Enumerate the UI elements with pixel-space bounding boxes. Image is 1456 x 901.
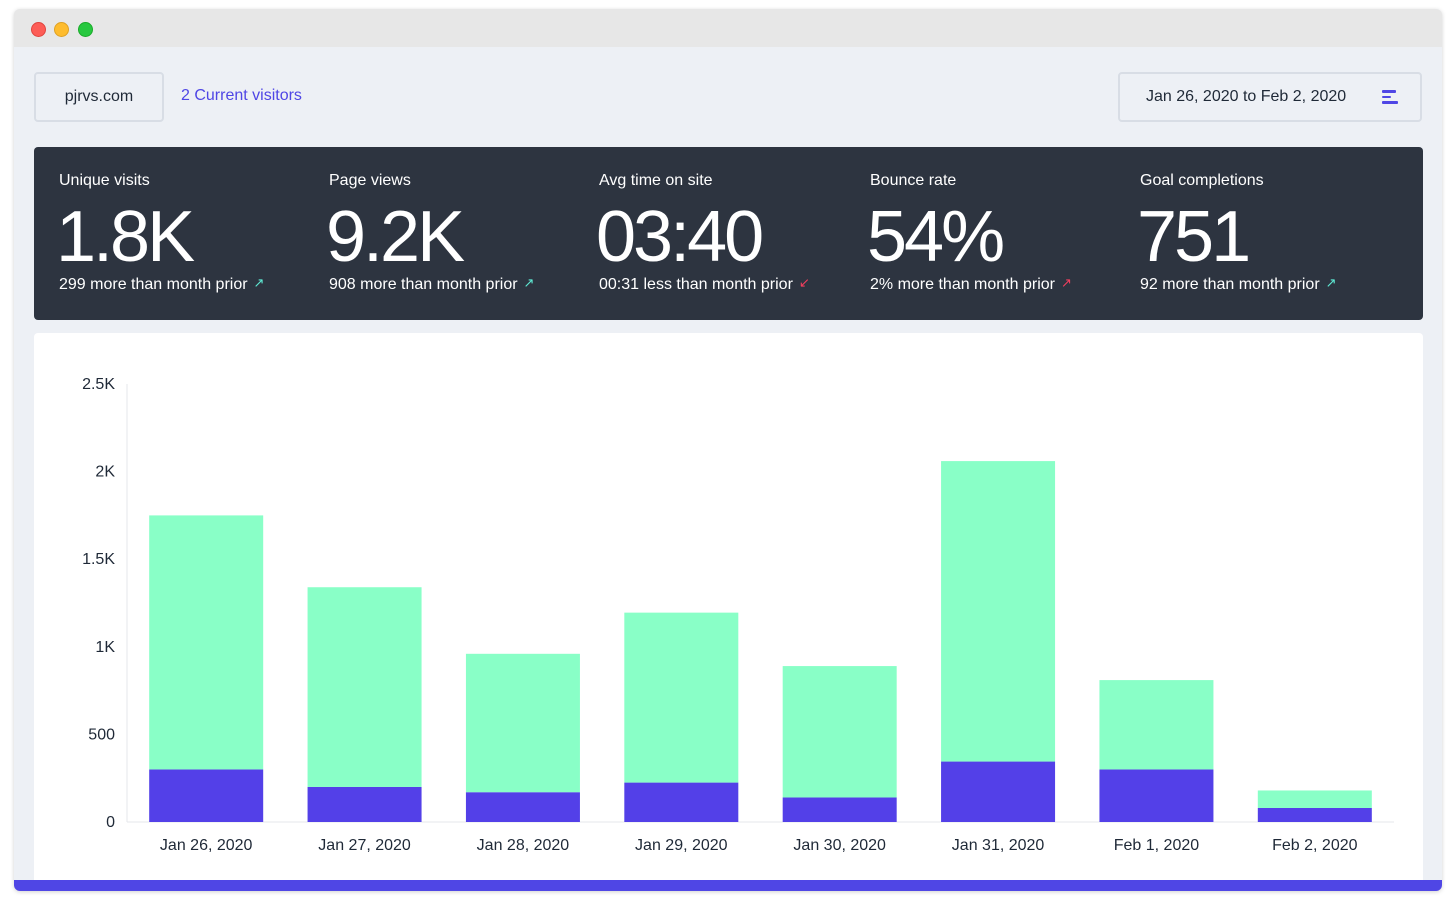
stat-value: 54% [867, 197, 1005, 277]
x-tick-label: Jan 29, 2020 [635, 837, 728, 854]
x-tick-label: Jan 28, 2020 [477, 837, 570, 854]
bar-segment-top [782, 666, 897, 798]
stat-title: Avg time on site [599, 172, 713, 189]
stat-title: Unique visits [59, 172, 150, 189]
x-tick-label: Feb 1, 2020 [1114, 837, 1200, 854]
y-tick-label: 1.5K [82, 551, 115, 568]
stat-title: Page views [329, 172, 411, 189]
stat-change-text: 2% more than month prior [870, 276, 1055, 293]
y-tick-label: 500 [88, 726, 115, 743]
stat-title: Goal completions [1140, 172, 1264, 189]
y-tick-label: 1K [95, 639, 115, 656]
date-range-picker[interactable]: Jan 26, 2020 to Feb 2, 2020 [1118, 72, 1422, 122]
bar-segment-base [1099, 769, 1214, 822]
x-tick-label: Feb 2, 2020 [1272, 837, 1358, 854]
visits-bar-chart: 0 500 1K 1.5K 2K 2.5K Jan 26, 2020 Jan 27, 2020… [82, 376, 1394, 854]
stat-change: 908 more than month prior ↗ [329, 275, 535, 294]
stat-change: 2% more than month prior ↗ [870, 275, 1072, 294]
stat-change: 299 more than month prior ↗ [59, 275, 265, 294]
y-tick-label: 2.5K [82, 376, 115, 393]
stat-bounce-rate: Bounce rate 54% 2% more than month prior… [845, 147, 1105, 320]
stat-value: 1.8K [56, 197, 195, 277]
stat-title: Bounce rate [870, 172, 957, 189]
stat-value: 03:40 [596, 197, 764, 277]
trend-down-icon: ↙ [798, 275, 810, 290]
x-tick-label: Jan 26, 2020 [160, 837, 253, 854]
stat-change-text: 908 more than month prior [329, 276, 518, 293]
menu-lines-icon[interactable] [1382, 90, 1398, 104]
x-tick-label: Jan 31, 2020 [952, 837, 1045, 854]
current-visitors-link[interactable]: 2 Current visitors [181, 87, 302, 104]
bar-segment-base [465, 792, 580, 822]
date-range-label: Jan 26, 2020 to Feb 2, 2020 [1146, 88, 1347, 105]
site-selector-label: pjrvs.com [64, 88, 134, 105]
bar-segment-base [941, 761, 1056, 822]
stat-change: 92 more than month prior ↗ [1140, 275, 1337, 294]
bar-segment-base [782, 797, 897, 822]
trend-up-icon: ↗ [1325, 275, 1337, 290]
stat-page-views: Page views 9.2K 908 more than month prio… [304, 147, 564, 320]
maximize-window-button[interactable] [78, 22, 93, 37]
bar-segment-top [465, 653, 580, 793]
stats-panel: Unique visits 1.8K 299 more than month p… [34, 147, 1423, 320]
x-tick-label: Jan 30, 2020 [793, 837, 886, 854]
stat-change-text: 92 more than month prior [1140, 276, 1320, 293]
y-tick-label: 2K [95, 464, 115, 481]
chart-card: 0 500 1K 1.5K 2K 2.5K Jan 26, 2020 Jan 27, 2020… [34, 333, 1423, 891]
bar-segment-top [149, 515, 264, 770]
title-bar [14, 9, 1442, 47]
bar-segment-top [307, 587, 422, 787]
bar-segment-top [1099, 680, 1214, 770]
stat-change-text: 00:31 less than month prior [599, 276, 793, 293]
app-window: pjrvs.com 2 Current visitors Jan 26, 202… [14, 9, 1442, 891]
stat-value: 751 [1137, 197, 1251, 277]
close-window-button[interactable] [31, 22, 46, 37]
x-tick-label: Jan 27, 2020 [318, 837, 411, 854]
bar-segment-top [941, 461, 1056, 762]
stat-value: 9.2K [326, 197, 465, 277]
stat-change: 00:31 less than month prior ↙ [599, 275, 810, 294]
trend-up-icon: ↗ [523, 275, 535, 290]
bar-segment-top [1257, 790, 1372, 808]
y-tick-label: 0 [106, 814, 115, 831]
stat-change-text: 299 more than month prior [59, 276, 248, 293]
minimize-window-button[interactable] [54, 22, 69, 37]
bar-segment-base [307, 786, 422, 822]
stat-goal-completions: Goal completions 751 92 more than month … [1115, 147, 1375, 320]
trend-up-bad-icon: ↗ [1060, 275, 1072, 290]
bar-segment-base [149, 769, 264, 822]
bottom-accent-bar [14, 880, 1442, 891]
site-selector-button[interactable]: pjrvs.com [34, 72, 164, 122]
stat-unique-visits: Unique visits 1.8K 299 more than month p… [34, 147, 294, 320]
stat-avg-time: Avg time on site 03:40 00:31 less than m… [574, 147, 834, 320]
bar-segment-base [1257, 807, 1372, 822]
bar-segment-top [624, 612, 739, 783]
bar-segment-base [624, 782, 739, 822]
trend-up-icon: ↗ [253, 275, 265, 290]
